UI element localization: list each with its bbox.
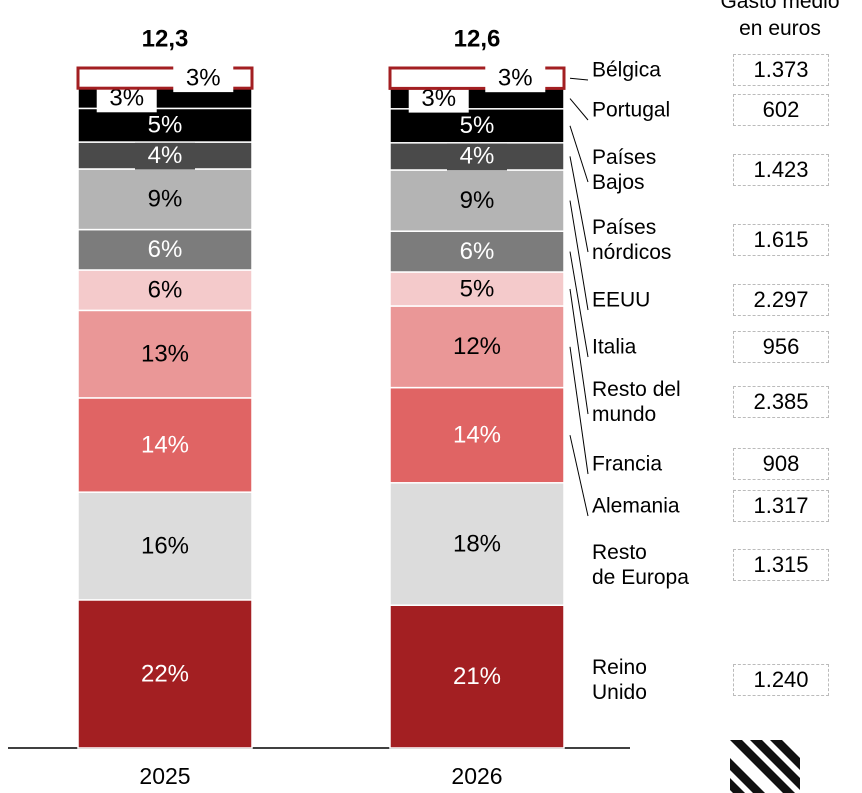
segment-label: 3% <box>498 65 533 92</box>
spend-value: 1.373 <box>733 54 829 86</box>
bar-segment <box>389 230 565 273</box>
segment-label: 6% <box>148 277 183 304</box>
legend-label: Bélgica <box>592 58 661 82</box>
segment-label: 5% <box>148 112 183 139</box>
connector <box>569 125 589 183</box>
segment-label: 9% <box>148 186 183 213</box>
connector <box>569 77 589 81</box>
spend-value: 1.423 <box>733 154 829 186</box>
segment-label: 22% <box>141 660 189 687</box>
segment-label: 14% <box>141 431 189 458</box>
spend-value: 1.317 <box>733 490 829 522</box>
legend-label: Reino Unido <box>592 656 647 704</box>
legend-label: Resto de Europa <box>592 541 689 589</box>
spend-value: 956 <box>733 331 829 363</box>
spend-value: 1.315 <box>733 549 829 581</box>
label-box <box>485 64 546 93</box>
legend-label: Portugal <box>592 98 671 122</box>
bar-segment <box>389 386 565 484</box>
segment-label: 6% <box>460 238 495 265</box>
spend-value: 908 <box>733 448 829 480</box>
spend-header: Gasto medio en euros <box>720 0 840 40</box>
total-label: 12,6 <box>454 25 501 52</box>
connector <box>569 98 589 121</box>
connector <box>569 156 589 253</box>
bar-segment <box>389 271 565 307</box>
spend-value: 2.297 <box>733 284 829 316</box>
legend-label: Resto del mundo <box>592 378 681 426</box>
x-tick-label: 2026 <box>451 763 502 789</box>
segment-label: 5% <box>460 275 495 302</box>
segment-label: 16% <box>141 532 189 559</box>
label-box <box>447 142 507 171</box>
segment-label: 4% <box>460 143 495 170</box>
connector <box>569 435 589 517</box>
label-box <box>173 64 234 93</box>
label-box <box>447 111 507 140</box>
bar-segment <box>77 309 253 399</box>
segment-label: 12% <box>453 333 501 360</box>
legend-label: Italia <box>592 335 637 359</box>
legend-label: Países Bajos <box>592 146 657 194</box>
total-label: 12,3 <box>142 25 189 52</box>
x-tick-label: 2025 <box>139 763 190 789</box>
bar-segment <box>77 269 253 312</box>
bar-segment <box>389 305 565 389</box>
legend-label: EEUU <box>592 288 651 312</box>
bar-segment <box>77 397 253 493</box>
segment-label: 14% <box>453 422 501 449</box>
legend-label: Francia <box>592 452 663 476</box>
bar-segment <box>389 604 565 749</box>
segment-label: 3% <box>186 64 221 91</box>
spend-value: 2.385 <box>733 386 829 418</box>
connector <box>569 346 589 475</box>
label-box <box>135 111 195 140</box>
spend-value: 1.615 <box>733 224 829 256</box>
spend-value: 602 <box>733 94 829 126</box>
connector <box>569 200 589 311</box>
legend-label: Alemania <box>592 494 680 518</box>
segment-label: 4% <box>148 142 183 169</box>
bar-segment <box>389 169 565 232</box>
spend-value: 1.240 <box>733 664 829 696</box>
segment-label: 13% <box>141 340 189 367</box>
connector <box>569 251 589 358</box>
legend-label: Países nórdicos <box>592 216 672 264</box>
segment-label: 18% <box>453 530 501 557</box>
bar-segment <box>77 168 253 231</box>
label-box <box>135 141 195 170</box>
bar-segment <box>389 482 565 606</box>
logo <box>730 740 800 793</box>
segment-label: 5% <box>460 112 495 139</box>
segment-label: 21% <box>453 663 501 690</box>
segment-label: 6% <box>148 236 183 263</box>
connector <box>569 288 589 415</box>
segment-label: 9% <box>460 187 495 214</box>
